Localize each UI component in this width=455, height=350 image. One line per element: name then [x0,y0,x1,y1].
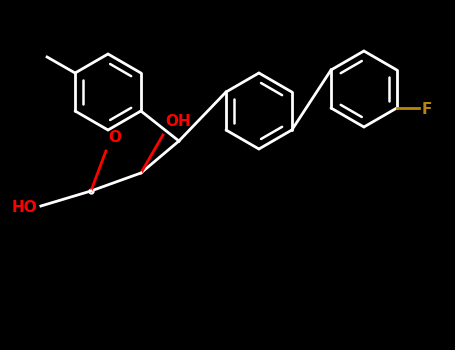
Text: O: O [108,130,121,145]
Text: OH: OH [165,114,191,129]
Text: HO: HO [11,201,37,216]
Text: F: F [422,103,432,118]
